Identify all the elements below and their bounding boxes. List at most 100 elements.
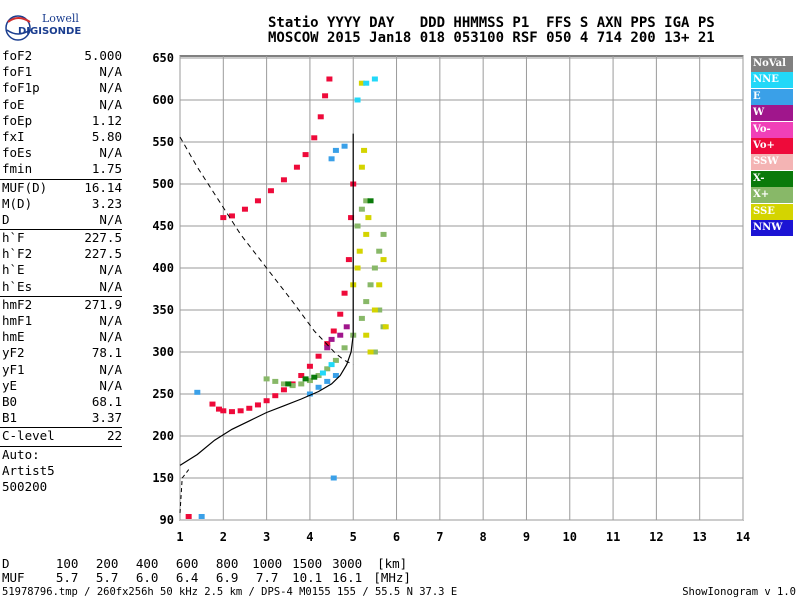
- param-group: foF2 5.000 foF1 N/A foF1p N/A foE N/A foEp 1.12 fx…: [0, 48, 126, 178]
- param-label: foF2: [2, 48, 33, 63]
- point-vo-: [241, 206, 248, 212]
- row-value: 10.1: [292, 570, 323, 585]
- header-line-2: MOSCOW 2015 Jan18 018 053100 RSF 050 4 7…: [268, 30, 715, 46]
- param-row: foEs N/A: [0, 145, 126, 161]
- point-sse: [365, 215, 372, 221]
- point-vo-: [311, 135, 318, 141]
- point-vo-: [326, 76, 333, 82]
- point-x-: [298, 381, 305, 387]
- point-x-: [376, 248, 383, 254]
- version-label: ShowIonogram v 1.0: [682, 586, 796, 598]
- param-row: hmF1 N/A: [0, 313, 126, 329]
- point-e: [341, 143, 348, 149]
- param-value: 227.5: [84, 246, 122, 262]
- row-value: 6.9: [215, 570, 239, 585]
- row-value: 1500: [292, 556, 323, 571]
- param-label: Artist5: [2, 462, 55, 478]
- param-value: 227.5: [84, 230, 122, 246]
- x-tick-label: 11: [606, 530, 620, 544]
- point-x-: [380, 231, 387, 237]
- logo-brand-top: Lowell: [42, 12, 79, 25]
- row-value: [km]: [377, 556, 408, 571]
- polarization-legend: NoVal NNE E W Vo- Vo+ SSW X- X+ SSE NNW: [751, 56, 793, 236]
- param-row: hmE N/A: [0, 329, 126, 345]
- point-vo-: [272, 393, 279, 399]
- point-nne: [371, 76, 378, 82]
- param-group: hmF2 271.9 hmF1 N/A hmE N/A yF2 78.1 yF1 N/A yE N/A…: [0, 297, 126, 427]
- y-tick-label: 90: [160, 513, 174, 527]
- point-w: [328, 336, 335, 342]
- point-sse: [358, 164, 365, 170]
- point-vo-: [348, 215, 355, 221]
- point-sse: [363, 231, 370, 237]
- param-label: h`F: [2, 230, 25, 246]
- param-label: MUF(D): [2, 179, 48, 195]
- param-label: foEs: [2, 145, 33, 161]
- x-tick-label: 12: [649, 530, 663, 544]
- param-label: B1: [2, 410, 18, 426]
- param-separator: [0, 295, 122, 297]
- row-label: MUF: [2, 570, 48, 585]
- row-value: 16.1: [332, 570, 363, 585]
- param-value: N/A: [99, 211, 122, 227]
- footer-info: 51978796.tmp / 260fx256h 50 kHz 2.5 km /…: [2, 586, 458, 598]
- point-vo-: [280, 177, 287, 183]
- point-x-: [376, 307, 383, 313]
- param-label: foE: [2, 96, 25, 112]
- x-tick-label: 4: [306, 530, 313, 544]
- row-value: 5.7: [55, 570, 79, 585]
- param-label: B0: [2, 393, 18, 409]
- legend-item-x-: X+: [751, 187, 793, 204]
- plot-frame: [179, 55, 744, 521]
- row-value: 200: [95, 556, 119, 571]
- x-tick-label: 5: [350, 530, 357, 544]
- x-tick-label: 2: [220, 530, 227, 544]
- param-group: Auto: Artist5 500200: [0, 447, 126, 496]
- point-e: [328, 156, 335, 162]
- param-label: h`Es: [2, 278, 33, 294]
- point-nne: [328, 362, 335, 368]
- point-vo-: [337, 311, 344, 317]
- param-label: foEp: [2, 112, 33, 128]
- legend-item-nne: NNE: [751, 72, 793, 89]
- y-tick-label: 600: [152, 93, 174, 107]
- x-tick-label: 6: [393, 530, 400, 544]
- param-value: N/A: [99, 145, 122, 161]
- row-value: 5.7: [95, 570, 119, 585]
- param-label: foF1: [2, 64, 33, 80]
- lowell-digisonde-logo: Lowell DIGISONDE: [4, 10, 81, 46]
- row-value: 1000: [252, 556, 283, 571]
- param-label: yF1: [2, 361, 25, 377]
- legend-item-sse: SSE: [751, 203, 793, 220]
- row-value: 100: [55, 556, 79, 571]
- legend-item-nnw: NNW: [751, 219, 793, 236]
- param-group: C-level 22: [0, 428, 126, 444]
- param-value: N/A: [99, 80, 122, 96]
- param-label: yF2: [2, 345, 25, 361]
- param-label: fxI: [2, 128, 25, 144]
- point-sse: [358, 80, 365, 86]
- point-vo-: [293, 164, 300, 170]
- logo-brand-bottom: DIGISONDE: [18, 26, 82, 37]
- param-value: 5.000: [84, 48, 122, 63]
- y-tick-label: 450: [152, 219, 174, 233]
- row-value: 800: [215, 556, 239, 571]
- point-vo-: [315, 353, 322, 359]
- param-label: hmF2: [2, 296, 33, 312]
- y-tick-label: 200: [152, 429, 174, 443]
- point-e: [332, 147, 339, 153]
- point-vo-: [254, 198, 261, 204]
- point-w: [324, 345, 331, 351]
- point-sse: [376, 282, 383, 288]
- point-e: [198, 514, 205, 519]
- y-tick-label: 250: [152, 387, 174, 401]
- point-x-: [311, 374, 318, 380]
- point-e: [194, 389, 201, 395]
- row-value: 6.0: [135, 570, 159, 585]
- param-row: yF2 78.1: [0, 345, 126, 361]
- param-row: foE N/A: [0, 97, 126, 113]
- row-value: [MHz]: [373, 570, 411, 585]
- point-x-: [324, 366, 331, 372]
- distance-row: D 100 200 400 600 800 1000 1500 3000 [km]: [2, 556, 417, 571]
- x-tick-label: 1: [176, 530, 183, 544]
